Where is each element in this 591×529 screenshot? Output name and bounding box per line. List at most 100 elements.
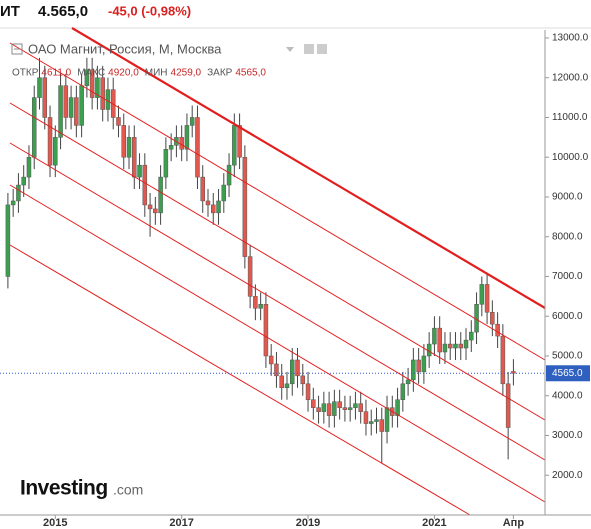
candle-body (300, 375, 306, 385)
candle-body (126, 137, 132, 158)
dropdown-icon[interactable] (286, 47, 294, 52)
candle-body (37, 77, 42, 98)
candle-body (168, 145, 174, 150)
candle-body (63, 85, 69, 118)
candle-body (100, 77, 105, 110)
candle-body (505, 383, 511, 428)
candle-body (242, 156, 248, 257)
candle-body (211, 204, 216, 214)
candle-body (458, 343, 463, 349)
candle-body (316, 407, 321, 412)
candle-body (216, 200, 221, 214)
candle-body (16, 184, 21, 202)
candle-body (84, 69, 90, 86)
candle-body (74, 97, 79, 126)
candle-body (42, 77, 48, 118)
x-tick-label: 2021 (422, 517, 446, 529)
candle-body (132, 137, 137, 178)
legend-title: ОАО Магнит, Россия, М, Москва (28, 41, 222, 56)
trend-line (9, 42, 546, 361)
collapse-icon[interactable] (11, 43, 23, 55)
trend-line (9, 184, 546, 503)
candle-body (453, 343, 458, 349)
ohlc-label: ЗАКР (207, 68, 233, 79)
candle-body (326, 403, 332, 416)
candle-body (495, 323, 500, 337)
candle-body (384, 407, 390, 432)
candle-body (437, 327, 442, 353)
candle-body (189, 117, 195, 126)
y-tick-label: 11000.0 (552, 112, 588, 123)
candle-body (179, 137, 184, 150)
last-price-label: 4565.0 (552, 368, 583, 379)
candle-body (442, 343, 448, 353)
candle-body (305, 383, 311, 400)
candle-body (5, 204, 11, 277)
price: 4.565,0 (38, 3, 88, 20)
candle-body (121, 125, 126, 158)
plot (5, 57, 516, 464)
candle-body (479, 284, 485, 305)
ohlc-value: 4565,0 (235, 68, 266, 79)
candle-body (263, 304, 269, 357)
candle-body (247, 256, 253, 297)
ohlc-value: 4920,0 (108, 68, 139, 79)
candle-body (237, 125, 242, 158)
candle-body (105, 89, 111, 110)
y-tick-label: 12000.0 (552, 72, 589, 83)
candle-body (195, 117, 200, 178)
watermark-suffix: .com (113, 482, 143, 498)
candle-body (374, 419, 379, 422)
candle-body (353, 403, 358, 408)
candle-body (163, 149, 169, 178)
trend-line (9, 102, 546, 421)
last-price-box (546, 365, 590, 382)
candle-body (400, 383, 406, 400)
candle-body (184, 125, 190, 150)
change: -45,0 (-0,98%) (108, 3, 191, 18)
candle-body (232, 125, 237, 166)
y-tick-label: 8000.0 (552, 231, 583, 242)
candle-body (10, 200, 16, 206)
candle-body (53, 137, 58, 166)
candle-body (221, 184, 227, 202)
candle-body (405, 379, 411, 385)
y-tick-label: 3000.0 (552, 430, 583, 441)
candle-body (79, 85, 84, 126)
y-tick-label: 2000.0 (552, 470, 583, 481)
candle-body (311, 399, 316, 408)
y-tick-label: 13000.0 (552, 33, 589, 44)
ohlc-value: 4259,0 (171, 68, 202, 79)
candle-body (26, 156, 32, 178)
candle-body (226, 164, 232, 186)
settings-icon[interactable] (317, 44, 327, 54)
candle-body (147, 204, 153, 210)
candle-body (332, 401, 337, 416)
settings-icon[interactable] (304, 44, 314, 54)
candle-body (142, 164, 148, 206)
candle-body (268, 355, 274, 365)
candle-body (200, 176, 205, 202)
candle-body (500, 335, 506, 385)
channel-lines (9, 27, 546, 516)
candle-body (89, 69, 95, 98)
candle-body (205, 200, 211, 206)
ohlc-label: ОТКР (12, 68, 39, 79)
candle-body (447, 343, 453, 349)
candle-body (258, 304, 263, 309)
candle-body (153, 208, 158, 214)
candle-body (321, 403, 327, 412)
y-tick-label: 5000.0 (552, 351, 583, 362)
candle-body (279, 375, 284, 389)
candle-body (469, 331, 474, 341)
candle-body (116, 117, 121, 126)
trend-line (71, 27, 546, 309)
candle-body (358, 403, 363, 412)
ohlc-label: МИН (145, 68, 168, 79)
candle-body (463, 339, 469, 349)
candle-body (31, 97, 37, 158)
candle-body (411, 359, 416, 381)
candle-body (395, 399, 400, 416)
candle-body (284, 383, 290, 389)
